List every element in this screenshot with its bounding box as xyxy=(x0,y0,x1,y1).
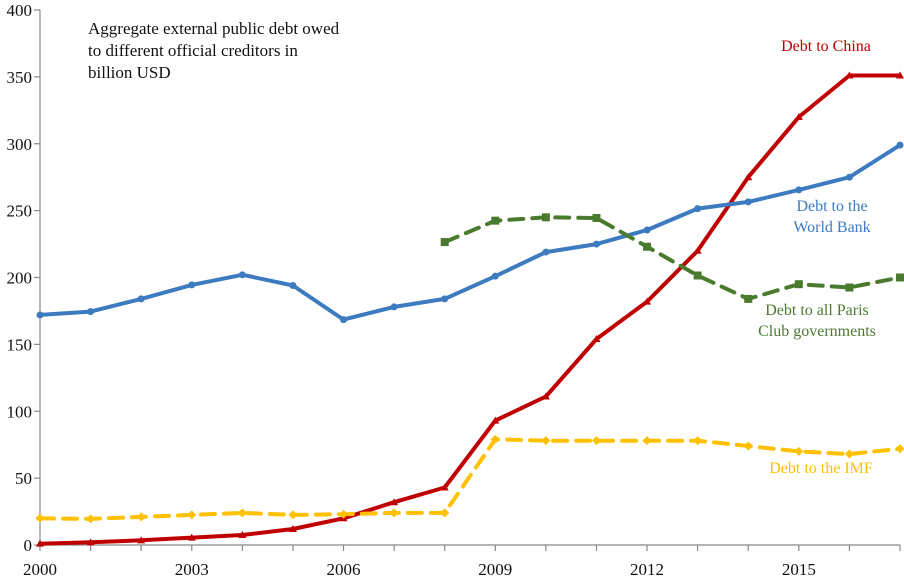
data-point-marker xyxy=(743,441,753,451)
data-point-marker xyxy=(440,483,449,491)
data-point-marker xyxy=(643,297,652,305)
data-point-marker xyxy=(694,205,702,213)
chart-title: Aggregate external public debt owed to di… xyxy=(88,19,340,82)
series-label-3: Debt to the IMF xyxy=(769,460,873,477)
data-point-marker xyxy=(440,238,449,247)
data-point-marker xyxy=(896,273,904,282)
series-label-1: Debt to the World Bank xyxy=(793,198,870,236)
y-tick-label: 400 xyxy=(7,1,33,20)
data-point-marker xyxy=(289,282,297,290)
data-point-marker xyxy=(844,449,854,459)
series-line-0 xyxy=(38,73,902,546)
series-layer xyxy=(35,71,904,547)
data-point-marker xyxy=(541,392,550,400)
data-point-marker xyxy=(390,498,399,506)
data-point-marker xyxy=(86,538,95,546)
x-tick-label: 2006 xyxy=(327,560,361,579)
data-point-marker xyxy=(491,216,500,225)
data-point-marker xyxy=(744,173,753,181)
data-point-marker xyxy=(845,283,854,292)
data-point-marker xyxy=(288,510,298,520)
data-point-marker xyxy=(87,308,95,316)
data-point-marker xyxy=(744,294,753,303)
x-tick-label: 2009 xyxy=(478,560,512,579)
data-point-marker xyxy=(845,71,854,79)
series-line-2 xyxy=(442,215,902,301)
data-point-marker xyxy=(794,446,804,456)
data-point-marker xyxy=(642,436,652,446)
series-label-0: Debt to China xyxy=(781,38,871,55)
data-point-marker xyxy=(490,434,500,444)
y-tick-label: 100 xyxy=(7,402,33,421)
data-point-marker xyxy=(187,533,196,541)
x-tick-label: 2000 xyxy=(23,560,57,579)
data-point-marker xyxy=(136,512,146,522)
data-point-marker xyxy=(895,444,904,454)
data-point-marker xyxy=(390,303,398,311)
data-point-marker xyxy=(693,436,703,446)
data-point-marker xyxy=(491,416,500,424)
data-point-marker xyxy=(389,508,399,518)
series-labels-layer: Debt to China Debt to the World Bank Debt t… xyxy=(758,38,876,477)
data-point-marker xyxy=(237,508,247,518)
data-point-marker xyxy=(592,240,600,248)
data-point-marker xyxy=(592,335,601,343)
data-point-marker xyxy=(137,295,145,303)
data-point-marker xyxy=(542,248,550,256)
data-point-marker xyxy=(896,141,904,149)
data-point-marker xyxy=(795,186,803,194)
axes-layer: 0 50 100 150 200 250 300 350 400 2000 2003 2006 2009… xyxy=(7,1,901,579)
data-point-marker xyxy=(693,271,702,280)
data-point-marker xyxy=(541,213,550,222)
y-tick-label: 300 xyxy=(7,135,33,154)
data-point-marker xyxy=(896,71,904,79)
data-point-marker xyxy=(592,213,601,222)
x-tick-label: 2015 xyxy=(782,560,816,579)
data-point-marker xyxy=(340,316,348,324)
series-line-3 xyxy=(38,437,902,521)
data-point-marker xyxy=(187,510,197,520)
data-point-marker xyxy=(86,514,96,524)
x-tick-label: 2012 xyxy=(630,560,664,579)
y-tick-label: 250 xyxy=(7,202,33,221)
data-point-marker xyxy=(288,524,297,532)
data-point-marker xyxy=(491,272,499,280)
data-point-marker xyxy=(36,539,44,547)
data-point-marker xyxy=(794,113,803,120)
data-point-marker xyxy=(188,281,196,289)
data-point-marker xyxy=(238,530,247,538)
series-label-2: Debt to all Paris Club governments xyxy=(758,302,876,340)
data-point-marker xyxy=(794,280,803,289)
y-tick-label: 0 xyxy=(24,536,33,555)
data-point-marker xyxy=(35,513,45,523)
x-tick-label: 2003 xyxy=(175,560,209,579)
y-tick-label: 350 xyxy=(7,68,33,87)
series-line-1 xyxy=(38,143,902,322)
y-tick-label: 50 xyxy=(15,469,32,488)
data-point-marker xyxy=(440,508,450,518)
data-point-marker xyxy=(238,271,246,279)
data-point-marker xyxy=(541,436,551,446)
data-point-marker xyxy=(845,173,853,181)
data-point-marker xyxy=(591,436,601,446)
data-point-marker xyxy=(339,509,349,519)
data-point-marker xyxy=(693,246,702,254)
y-tick-label: 200 xyxy=(7,269,33,288)
data-point-marker xyxy=(643,242,652,251)
data-point-marker xyxy=(441,295,449,303)
data-point-marker xyxy=(137,536,146,544)
data-point-marker xyxy=(643,226,651,234)
data-point-marker xyxy=(744,198,752,206)
y-tick-label: 150 xyxy=(7,335,33,354)
data-point-marker xyxy=(36,311,44,319)
